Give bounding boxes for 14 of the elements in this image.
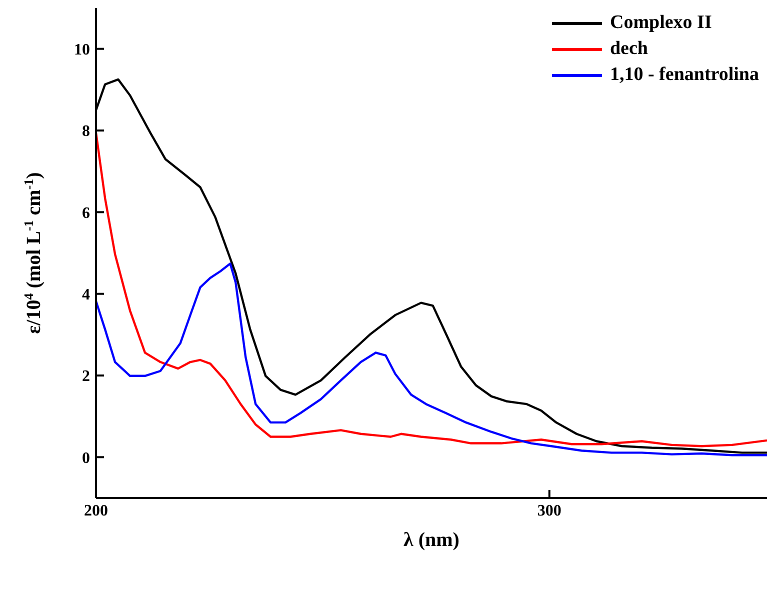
line-series: [96, 262, 767, 456]
line-series: [96, 132, 767, 448]
legend-label: dech: [610, 37, 648, 61]
y-tick-label: 0: [82, 450, 90, 467]
y-tick-label: 10: [74, 42, 90, 59]
y-tick-label: 8: [82, 123, 90, 140]
y-tick-label: 4: [82, 286, 90, 304]
legend-label: Complexo II: [610, 11, 712, 35]
legend-label: 1,10 - fenantrolina: [610, 63, 759, 87]
x-axis-title: λ (nm): [404, 529, 460, 551]
y-tick-label: 6: [82, 204, 90, 222]
y-tick-label: 2: [82, 368, 90, 386]
x-tick-label: 200: [84, 502, 108, 520]
x-tick-label: 300: [537, 502, 562, 520]
